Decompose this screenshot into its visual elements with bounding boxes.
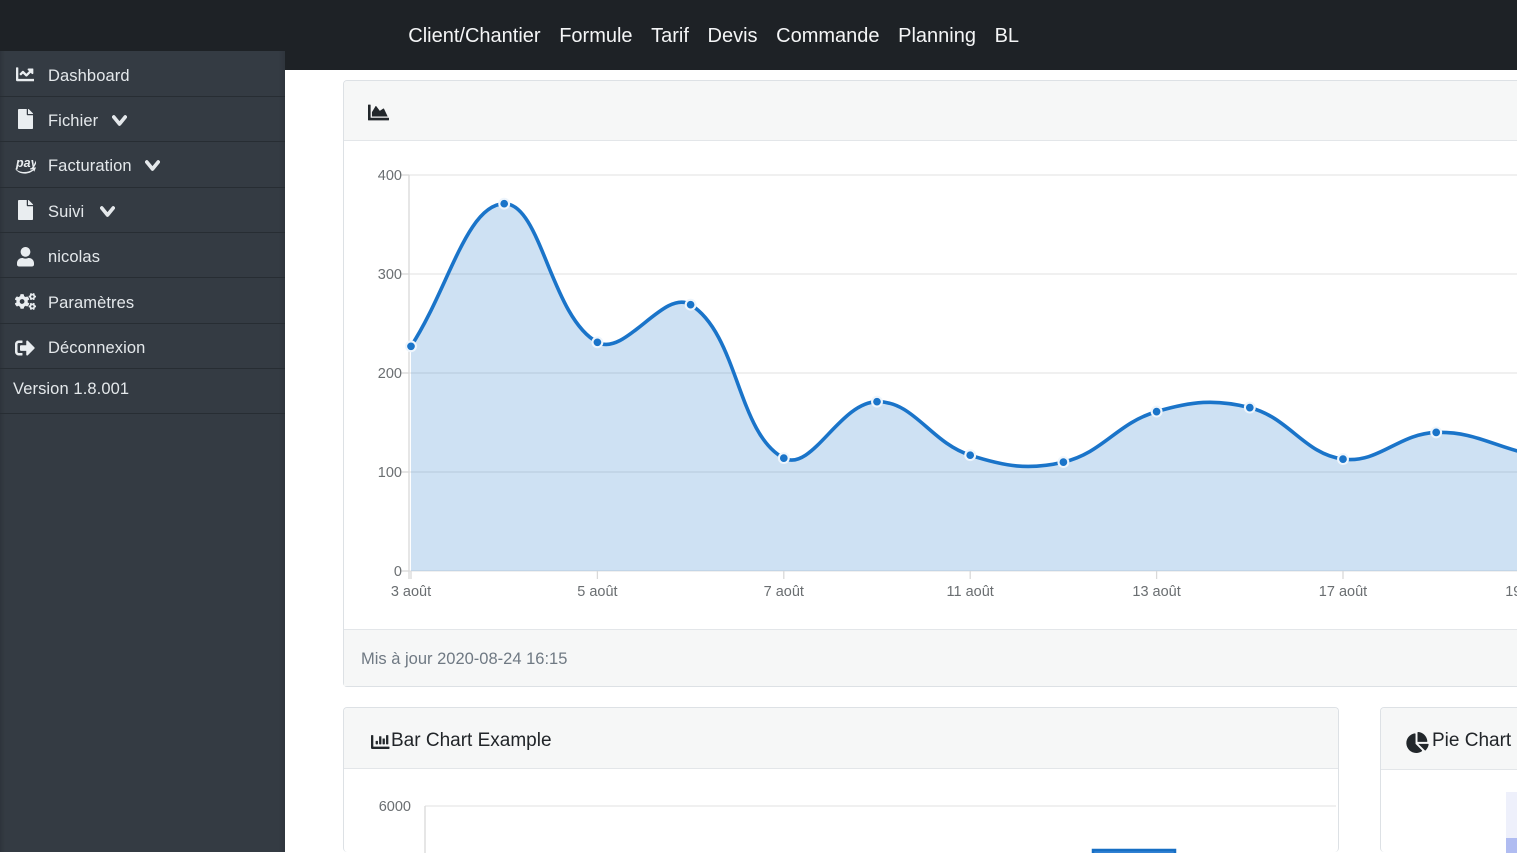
svg-text:6000: 6000 (379, 799, 411, 815)
svg-text:17 août: 17 août (1319, 584, 1367, 600)
svg-text:19 août: 19 août (1505, 584, 1517, 600)
svg-text:100: 100 (378, 465, 402, 481)
svg-text:pay: pay (15, 156, 36, 170)
svg-text:11 août: 11 août (947, 584, 994, 600)
svg-text:300: 300 (378, 267, 402, 283)
svg-text:0: 0 (394, 564, 402, 580)
svg-text:5 août: 5 août (577, 584, 617, 600)
svg-text:200: 200 (378, 366, 402, 382)
svg-text:7 août: 7 août (764, 584, 804, 600)
svg-text:3 août: 3 août (391, 584, 431, 600)
svg-text:13 août: 13 août (1132, 584, 1180, 600)
svg-text:400: 400 (378, 168, 402, 184)
